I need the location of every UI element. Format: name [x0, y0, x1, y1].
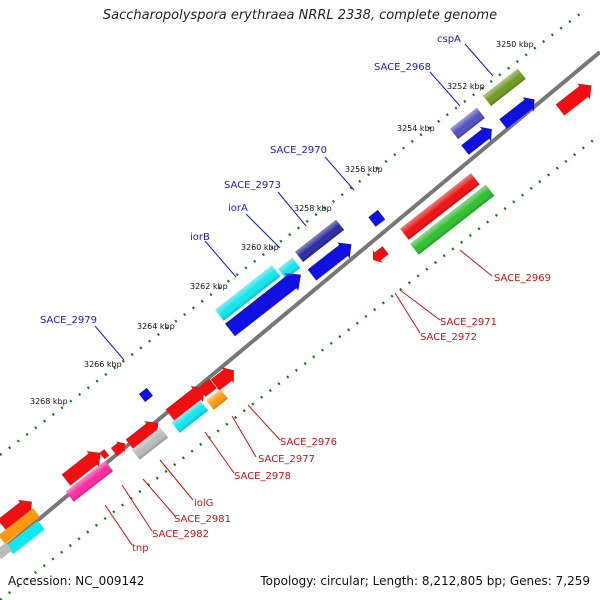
gene-label[interactable]: SACE_2977	[258, 454, 315, 465]
gene-red-fwd-6[interactable]	[99, 449, 110, 460]
map-title: Saccharopolyspora erythraea NRRL 2338, c…	[102, 8, 498, 23]
gene-cyan-left[interactable]	[6, 520, 45, 554]
gene-label[interactable]: SACE_2982	[152, 529, 209, 540]
gene-SACE_2971[interactable]	[368, 244, 390, 266]
gene-red-fwd-8[interactable]	[0, 494, 38, 533]
tick-label: 3250 kbp	[496, 40, 534, 49]
gene-label[interactable]: iorB	[190, 232, 210, 243]
gene-label[interactable]: SACE_2973	[224, 180, 281, 191]
reverse-callouts	[104, 249, 493, 546]
tick-label: 3252 kbp	[447, 82, 485, 91]
gene-red-fwd-1[interactable]	[209, 362, 240, 393]
reverse-genes	[0, 173, 495, 559]
gene-blue-small-1[interactable]	[368, 209, 386, 227]
gene-SACE_2982[interactable]	[65, 460, 114, 502]
gene-SACE_2973[interactable]	[295, 219, 345, 262]
tick-label: 3258 kbp	[294, 204, 332, 213]
gene-SACE_2978[interactable]	[131, 427, 169, 460]
gene-blue-fwd-1[interactable]	[459, 122, 497, 157]
gene-SACE_2979[interactable]	[138, 387, 153, 402]
accession-text: Accession: NC_009142	[8, 574, 145, 588]
gene-SACE_2969[interactable]	[410, 184, 495, 255]
gene-label[interactable]: SACE_2978	[234, 471, 291, 482]
tick-label: 3264 kbp	[137, 322, 175, 331]
gene-blue-fwd-3[interactable]	[306, 236, 358, 283]
forward-callouts	[94, 43, 494, 361]
gene-red-fwd-7[interactable]	[60, 445, 107, 488]
gene-iorA[interactable]	[278, 257, 301, 279]
gene-label[interactable]: SACE_2981	[174, 514, 231, 525]
gene-red-fwd-3[interactable]	[164, 380, 211, 423]
gene-label[interactable]: cspA	[437, 34, 461, 45]
tick-label: 3262 kbp	[190, 282, 228, 291]
gene-blue-fwd-4[interactable]	[223, 266, 307, 339]
outer-tick-track	[0, 9, 586, 456]
gene-label[interactable]: iolG	[194, 498, 213, 509]
gene-blue-fwd-2[interactable]	[497, 92, 540, 131]
genome-summary-text: Topology: circular; Length: 8,212,805 bp…	[260, 574, 590, 588]
gene-SACE_2976[interactable]	[206, 389, 228, 410]
gene-SACE_2977[interactable]	[171, 400, 209, 433]
tick-label: 3254 kbp	[397, 124, 435, 133]
gene-label[interactable]: SACE_2976	[280, 437, 337, 448]
gene-label[interactable]: SACE_2969	[494, 273, 551, 284]
gene-label[interactable]: SACE_2968	[374, 62, 431, 73]
gene-label[interactable]: SACE_2971	[440, 317, 497, 328]
gene-cspA[interactable]	[483, 68, 526, 106]
gene-label[interactable]: SACE_2972	[420, 332, 477, 343]
gene-label[interactable]: iorA	[228, 203, 248, 214]
tick-label: 3260 kbp	[241, 243, 279, 252]
gene-red-fwd-5[interactable]	[110, 438, 130, 458]
gene-SACE_2969-top[interactable]	[400, 173, 480, 240]
gene-red-fwd-4[interactable]	[124, 415, 165, 453]
gene-SACE_2968[interactable]	[450, 107, 485, 139]
gene-grey-left[interactable]	[0, 542, 13, 559]
gene-iorB[interactable]	[215, 265, 281, 321]
tick-label: 3268 kbp	[30, 397, 68, 406]
tick-label: 3256 kbp	[345, 165, 383, 174]
forward-genes	[0, 68, 598, 533]
gene-label[interactable]: SACE_2979	[40, 315, 97, 326]
gene-red-fwd-top[interactable]	[554, 77, 598, 117]
gene-label[interactable]: SACE_2970	[270, 145, 327, 156]
gene-orange-left[interactable]	[0, 508, 40, 544]
tick-label: 3266 kbp	[84, 360, 122, 369]
gene-label[interactable]: tnp	[132, 543, 149, 554]
